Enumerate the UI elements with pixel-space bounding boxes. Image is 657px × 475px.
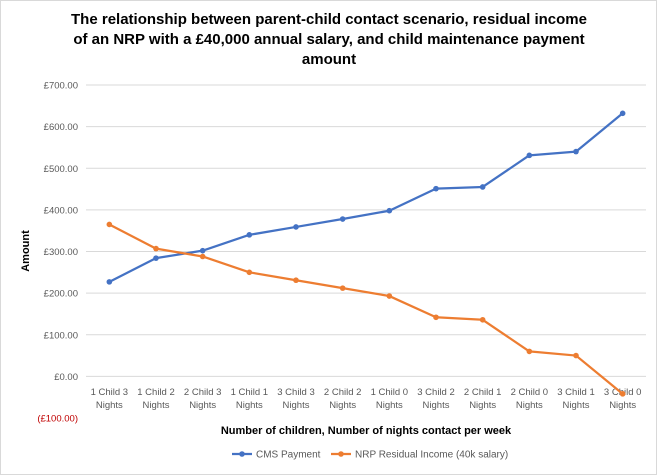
y-tick-label: £100.00 [44,330,78,341]
x-tick-label: 1 Child 0 Nights [371,387,409,411]
x-tick-label-line: 1 Child 3 [91,387,129,398]
x-tick-label-line: Nights [376,400,403,411]
x-tick-label: 3 Child 3 Nights [277,387,315,411]
data-point [339,285,346,291]
x-tick-label-line: 3 Child 2 [417,387,455,398]
x-tick-label-line: 1 Child 0 [371,387,409,398]
x-tick-label-line: 2 Child 1 [464,387,502,398]
x-tick-label: 3 Child 2 Nights [417,387,455,411]
x-tick-label-line: Nights [329,400,356,411]
y-tick-label: £600.00 [44,122,78,133]
x-tick-label-line: Nights [469,400,496,411]
data-point [199,247,206,254]
x-tick-label: 2 Child 3 Nights [184,387,222,411]
series-lines [106,110,626,397]
data-point [246,269,253,276]
data-point [293,224,299,230]
x-tick-label-line: Nights [563,400,590,411]
x-tick-label: 1 Child 1 Nights [231,387,269,411]
series-line-0 [108,112,624,283]
legend-item: NRP Residual Income (40k salary) [331,450,508,461]
x-tick-label: 1 Child 3 Nights [91,387,129,411]
data-point [106,221,113,228]
data-point [106,279,113,285]
x-tick-label: 2 Child 2 Nights [324,387,362,411]
x-tick-label-line: 3 Child 3 [277,387,315,398]
y-axis-ticks: £700.00 £600.00 £500.00 £400.00 £300.00 £200.… [37,81,78,425]
chart-title-line: The relationship between parent-child co… [71,11,587,28]
legend-label: CMS Payment [256,450,321,461]
data-point [526,348,533,355]
x-tick-label-line: Nights [283,400,310,411]
legend-label: NRP Residual Income (40k salary) [355,450,508,461]
x-tick-label-line: 2 Child 2 [324,387,362,398]
data-point [153,255,159,261]
data-point [619,391,626,397]
x-tick-label-line: Nights [236,400,263,411]
y-axis-title: Amount [20,230,32,272]
y-tick-label: £200.00 [44,289,78,300]
x-tick-label: 3 Child 1 Nights [557,387,595,411]
y-tick-label: £700.00 [44,81,78,92]
chart-title-line: amount [302,51,356,68]
y-tick-label: £0.00 [54,372,78,383]
chart-title: The relationship between parent-child co… [71,11,587,68]
y-tick-label: £500.00 [44,164,78,175]
x-tick-label-line: 2 Child 0 [511,387,549,398]
y-tick-label: £400.00 [44,205,78,216]
data-point [386,207,393,214]
legend: CMS Payment NRP Residual Income (40k sala… [232,450,508,461]
data-point [619,110,626,117]
x-tick-label-line: 2 Child 3 [184,387,222,398]
x-tick-label-line: Nights [423,400,450,411]
gridlines [86,84,646,377]
x-tick-label-line: Nights [609,400,636,411]
y-tick-label: £300.00 [44,247,78,258]
data-point [293,277,299,284]
data-point [246,232,253,238]
data-point [479,316,486,323]
data-point [433,314,439,321]
data-point [339,216,346,222]
x-tick-label-line: Nights [96,400,123,411]
x-tick-label-line: Nights [516,400,543,411]
data-point [153,245,159,252]
series-line-1 [108,223,624,395]
y-tick-label: (£100.00) [37,414,78,425]
x-axis-ticks: 1 Child 3 Nights 1 Child 2 Nights 2 Child 3 N… [91,387,642,411]
x-tick-label-line: 1 Child 2 [137,387,175,398]
data-point [526,152,533,159]
x-axis-title: Number of children, Number of nights con… [221,425,512,437]
data-point [433,185,439,192]
data-point [479,184,486,190]
x-tick-label: 2 Child 1 Nights [464,387,502,411]
data-point [199,253,206,260]
legend-swatch-marker [239,451,245,457]
chart-title-line: of an NRP with a £40,000 annual salary, … [73,31,584,48]
data-point [573,148,579,155]
data-point [573,352,579,359]
x-tick-label-line: 1 Child 1 [231,387,269,398]
data-point [386,293,393,299]
legend-item: CMS Payment [232,450,321,461]
legend-swatch-marker [338,451,344,457]
x-tick-label-line: 3 Child 1 [557,387,595,398]
x-tick-label: 2 Child 0 Nights [511,387,549,411]
x-tick-label-line: Nights [143,400,170,411]
x-tick-label-line: Nights [189,400,216,411]
x-tick-label: 1 Child 2 Nights [137,387,175,411]
